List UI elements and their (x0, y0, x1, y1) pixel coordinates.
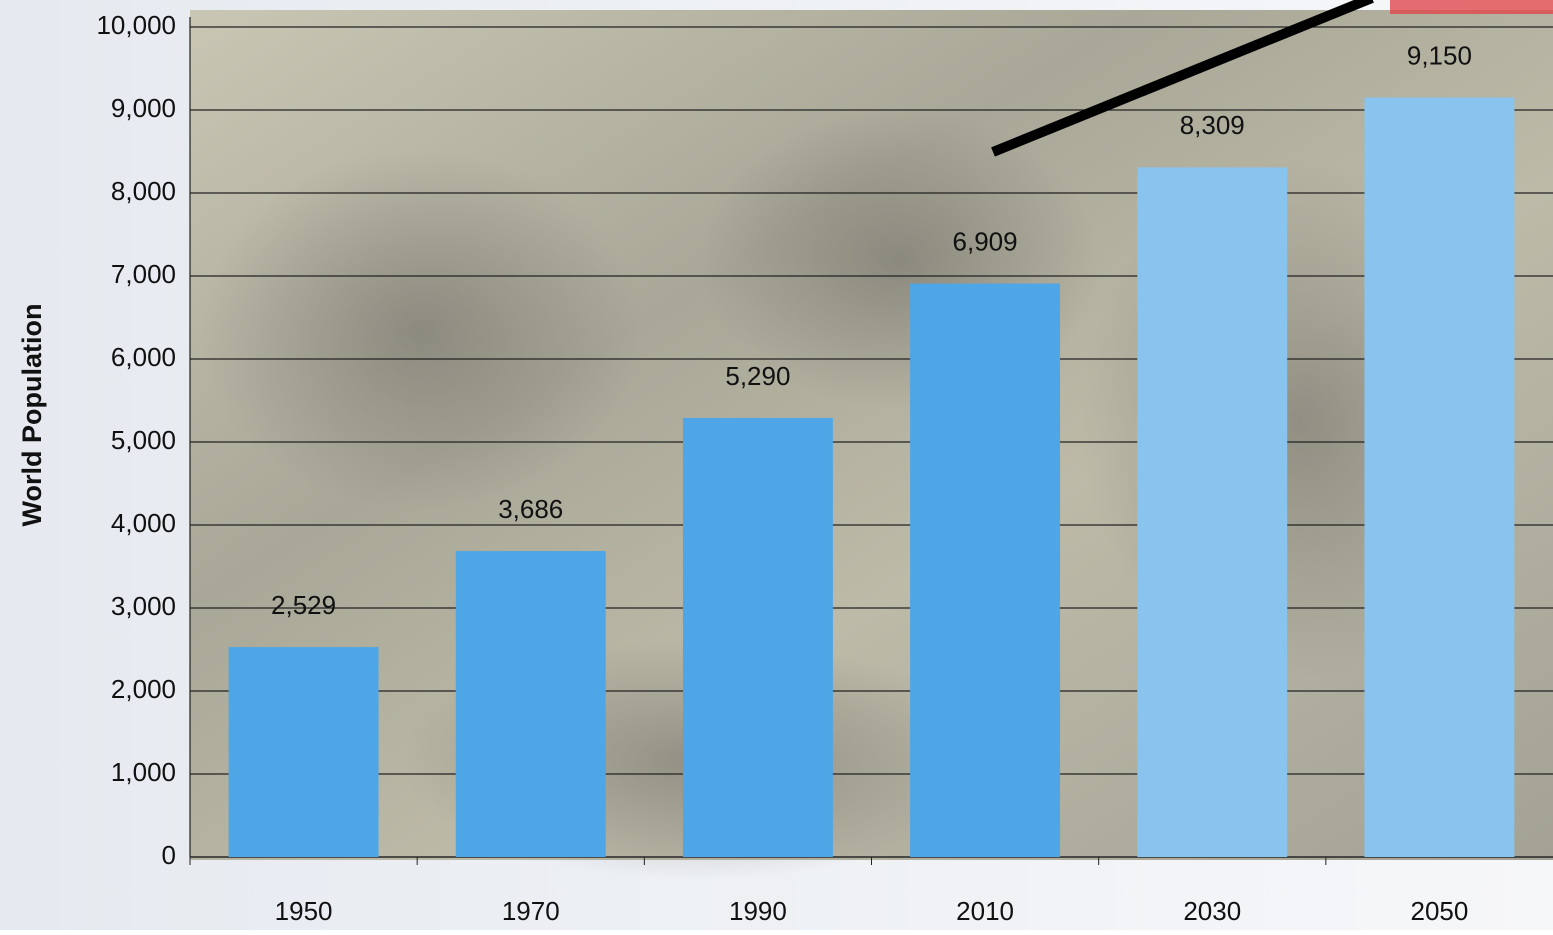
bar (455, 551, 606, 857)
y-tick-label: 2,000 (111, 674, 176, 704)
corner-decoration (1390, 0, 1553, 14)
y-tick-label: 10,000 (96, 10, 176, 40)
y-tick-label: 1,000 (111, 757, 176, 787)
y-tick-label: 8,000 (111, 176, 176, 206)
y-tick-label: 3,000 (111, 591, 176, 621)
photo-shade (200, 150, 640, 510)
y-tick-label: 7,000 (111, 259, 176, 289)
x-tick-label: 1990 (729, 896, 787, 926)
bar (228, 647, 379, 857)
value-label: 9,150 (1407, 40, 1472, 70)
x-tick-label: 2010 (956, 896, 1014, 926)
bar (1364, 97, 1515, 858)
y-tick-label: 6,000 (111, 342, 176, 372)
value-label: 3,686 (498, 494, 563, 524)
bar (910, 283, 1061, 858)
value-label: 8,309 (1180, 110, 1245, 140)
x-tick-label: 2050 (1410, 896, 1468, 926)
trend-arrow (991, 0, 1374, 157)
x-tick-label: 1970 (502, 896, 560, 926)
y-tick-label: 9,000 (111, 93, 176, 123)
plot: 0 1,000 2,000 3,000 4,000 5,000 6,000 7,000 8,00… (96, 10, 1553, 926)
value-label: 6,909 (953, 226, 1018, 256)
y-axis-title: World Population (17, 304, 47, 527)
value-label: 5,290 (725, 361, 790, 391)
bar (1137, 167, 1288, 857)
bar (682, 417, 833, 857)
y-tick-label: 0 (162, 840, 176, 870)
x-tick-label: 1950 (275, 896, 333, 926)
x-tick-label: 2030 (1183, 896, 1241, 926)
y-tick-label: 5,000 (111, 425, 176, 455)
y-tick-label: 4,000 (111, 508, 176, 538)
value-label: 2,529 (271, 590, 336, 620)
